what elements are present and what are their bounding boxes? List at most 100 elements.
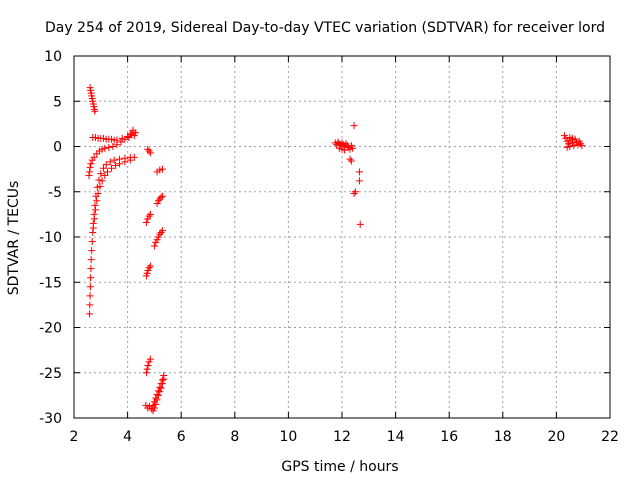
data-point bbox=[152, 400, 160, 408]
data-point bbox=[86, 283, 94, 291]
data-point bbox=[90, 153, 98, 161]
x-tick-label: 8 bbox=[230, 429, 239, 445]
data-point bbox=[356, 220, 364, 228]
data-point bbox=[563, 143, 571, 151]
data-point bbox=[113, 136, 121, 144]
data-point bbox=[145, 212, 153, 220]
data-point bbox=[158, 165, 166, 173]
data-point bbox=[146, 210, 154, 218]
data-point bbox=[87, 265, 95, 273]
data-point bbox=[86, 310, 94, 318]
data-point bbox=[150, 404, 158, 412]
data-point bbox=[87, 256, 95, 264]
data-point bbox=[89, 224, 97, 232]
x-tick-label: 10 bbox=[279, 429, 297, 445]
data-point bbox=[346, 155, 354, 163]
data-point bbox=[91, 201, 99, 209]
data-point bbox=[97, 170, 105, 178]
data-point bbox=[154, 391, 162, 399]
data-point bbox=[102, 161, 110, 169]
data-point bbox=[158, 227, 166, 235]
data-point bbox=[351, 188, 359, 196]
x-axis-title: GPS time / hours bbox=[281, 459, 398, 475]
data-point bbox=[121, 158, 129, 166]
data-point bbox=[110, 156, 118, 164]
data-point bbox=[85, 171, 93, 179]
data-point bbox=[90, 215, 98, 223]
data-point bbox=[94, 190, 102, 198]
data-point bbox=[90, 105, 98, 113]
data-point bbox=[143, 365, 151, 373]
x-tick-label: 12 bbox=[333, 429, 351, 445]
data-point bbox=[126, 156, 134, 164]
data-point bbox=[338, 139, 346, 147]
data-point bbox=[101, 144, 109, 152]
data-point bbox=[104, 168, 111, 176]
data-point bbox=[109, 143, 117, 150]
data-point bbox=[108, 164, 116, 172]
data-point bbox=[157, 193, 165, 201]
y-tick-label: -15 bbox=[39, 275, 62, 291]
data-point bbox=[101, 171, 109, 179]
data-point bbox=[87, 274, 95, 282]
data-point bbox=[117, 138, 125, 146]
y-tick-label: 5 bbox=[53, 94, 62, 110]
data-point bbox=[158, 380, 166, 388]
data-point bbox=[146, 149, 154, 157]
data-point bbox=[347, 157, 355, 165]
data-point bbox=[99, 164, 107, 172]
data-point bbox=[146, 355, 154, 363]
data-point bbox=[86, 168, 94, 176]
y-tick-label: -30 bbox=[39, 411, 62, 427]
y-axis-title: SDTVAR / TECUs bbox=[6, 181, 22, 296]
data-point bbox=[157, 384, 165, 392]
y-tick-label: -10 bbox=[39, 230, 62, 246]
data-point bbox=[350, 190, 358, 198]
x-tick-label: 6 bbox=[177, 429, 186, 445]
ticks-layer: 2 4 6 8 10 12 14 16 18 20 22 -30 -25 -20 -15 -10 -5 0 5 10 bbox=[39, 49, 619, 445]
x-tick-label: 2 bbox=[70, 429, 79, 445]
data-point bbox=[158, 192, 166, 200]
y-tick-label: -20 bbox=[39, 321, 62, 337]
data-point bbox=[118, 134, 126, 142]
y-tick-label: -25 bbox=[39, 366, 62, 382]
data-point bbox=[156, 388, 164, 396]
data-point bbox=[142, 369, 150, 377]
data-point bbox=[98, 177, 106, 185]
data-point bbox=[88, 238, 96, 246]
data-point bbox=[349, 144, 357, 152]
data-point bbox=[142, 219, 150, 227]
data-point bbox=[86, 163, 94, 171]
data-point bbox=[157, 228, 165, 236]
grid-layer bbox=[74, 56, 610, 418]
data-point bbox=[95, 176, 103, 184]
data-point bbox=[154, 197, 162, 205]
data-point bbox=[577, 140, 585, 148]
data-point bbox=[106, 158, 114, 166]
data-point bbox=[568, 134, 576, 142]
x-tick-label: 20 bbox=[547, 429, 565, 445]
data-point bbox=[144, 145, 152, 153]
data-point bbox=[112, 162, 120, 170]
x-tick-label: 14 bbox=[387, 429, 405, 445]
data-point bbox=[150, 242, 158, 250]
data-point bbox=[146, 262, 154, 270]
data-point bbox=[342, 140, 350, 148]
data-point bbox=[145, 147, 153, 155]
data-point bbox=[86, 292, 94, 300]
data-point bbox=[334, 138, 342, 146]
x-tick-label: 4 bbox=[123, 429, 132, 445]
y-tick-label: 0 bbox=[53, 140, 62, 156]
data-point bbox=[341, 146, 349, 154]
data-point bbox=[87, 160, 95, 168]
data-point bbox=[570, 142, 578, 150]
data-point bbox=[91, 107, 99, 115]
data-point bbox=[132, 129, 140, 137]
points-layer bbox=[85, 84, 586, 415]
y-tick-label: -5 bbox=[48, 185, 62, 201]
data-point bbox=[130, 153, 138, 161]
data-point bbox=[156, 230, 164, 238]
data-point bbox=[88, 247, 96, 255]
